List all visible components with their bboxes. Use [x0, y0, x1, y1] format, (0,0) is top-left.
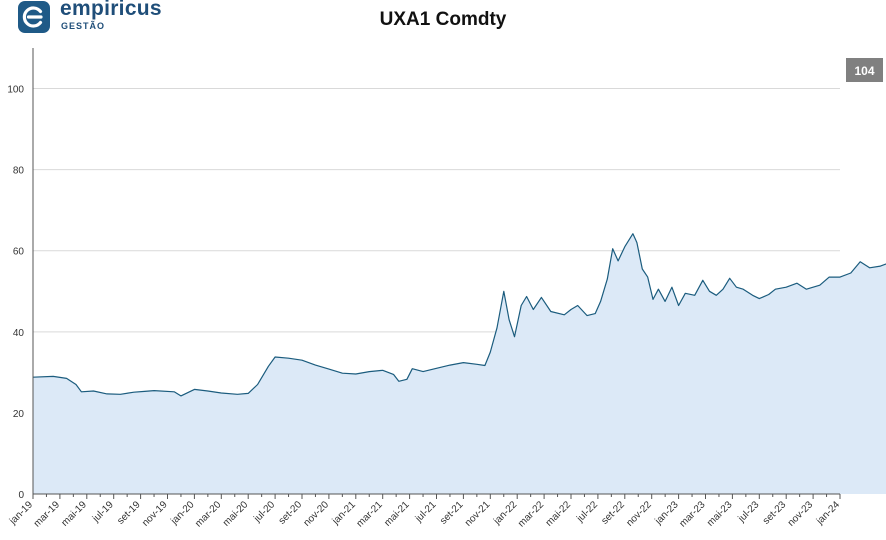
x-tick-label: mai-22: [544, 499, 574, 529]
x-tick-label: mar-22: [516, 499, 546, 529]
x-tick-label: mar-20: [193, 499, 223, 529]
x-tick-label: set-19: [115, 499, 143, 527]
series-line: [32, 233, 886, 397]
x-tick-label: jul-19: [90, 499, 116, 525]
x-tick-label: mar-21: [355, 499, 385, 529]
x-tick-label: nov-23: [786, 499, 816, 529]
x-tick-label: mai-23: [705, 499, 735, 529]
x-tick-label: jan-20: [168, 499, 196, 527]
x-tick-label: jul-22: [574, 499, 600, 525]
y-tick-label: 0: [18, 490, 24, 501]
logo: empiricus GESTÃO: [18, 0, 188, 35]
logo-e-icon: [18, 1, 50, 33]
x-tick-label: jan-24: [814, 499, 842, 527]
x-tick-label: mai-20: [221, 499, 251, 529]
x-tick-label: jul-20: [251, 499, 277, 525]
logo-subtitle: GESTÃO: [61, 21, 106, 31]
x-tick-label: set-20: [277, 499, 305, 527]
y-tick-label: 100: [7, 85, 24, 96]
x-tick-label: jan-23: [653, 499, 681, 527]
x-tick-label: jan-19: [7, 499, 35, 527]
y-tick-label: 40: [13, 328, 25, 339]
x-tick-label: set-23: [761, 499, 789, 527]
x-tick-label: jul-21: [413, 499, 439, 525]
x-tick-label: nov-20: [302, 499, 332, 529]
x-tick-label: set-21: [438, 499, 466, 527]
y-tick-label: 60: [13, 247, 25, 258]
x-tick-label: nov-21: [463, 499, 493, 529]
last-value-badge: [846, 58, 883, 82]
x-tick-label: set-22: [599, 499, 627, 527]
y-tick-label: 80: [13, 166, 25, 177]
x-tick-label: mai-19: [60, 499, 90, 529]
x-tick-label: mar-19: [32, 499, 62, 529]
chart-title: UXA1 Comdty: [379, 9, 507, 30]
logo-wordmark: empiricus: [60, 0, 162, 20]
x-tick-label: mai-21: [382, 499, 412, 529]
x-tick-label: jul-23: [736, 499, 762, 525]
x-tick-label: jan-22: [491, 499, 519, 527]
series-area: [33, 233, 886, 494]
y-tick-label: 20: [13, 409, 25, 420]
last-value-label: 104: [854, 64, 874, 78]
x-tick-label: jan-21: [330, 499, 358, 527]
x-tick-label: mar-23: [677, 499, 707, 529]
x-tick-label: nov-22: [624, 499, 654, 529]
x-tick-label: nov-19: [140, 499, 170, 529]
